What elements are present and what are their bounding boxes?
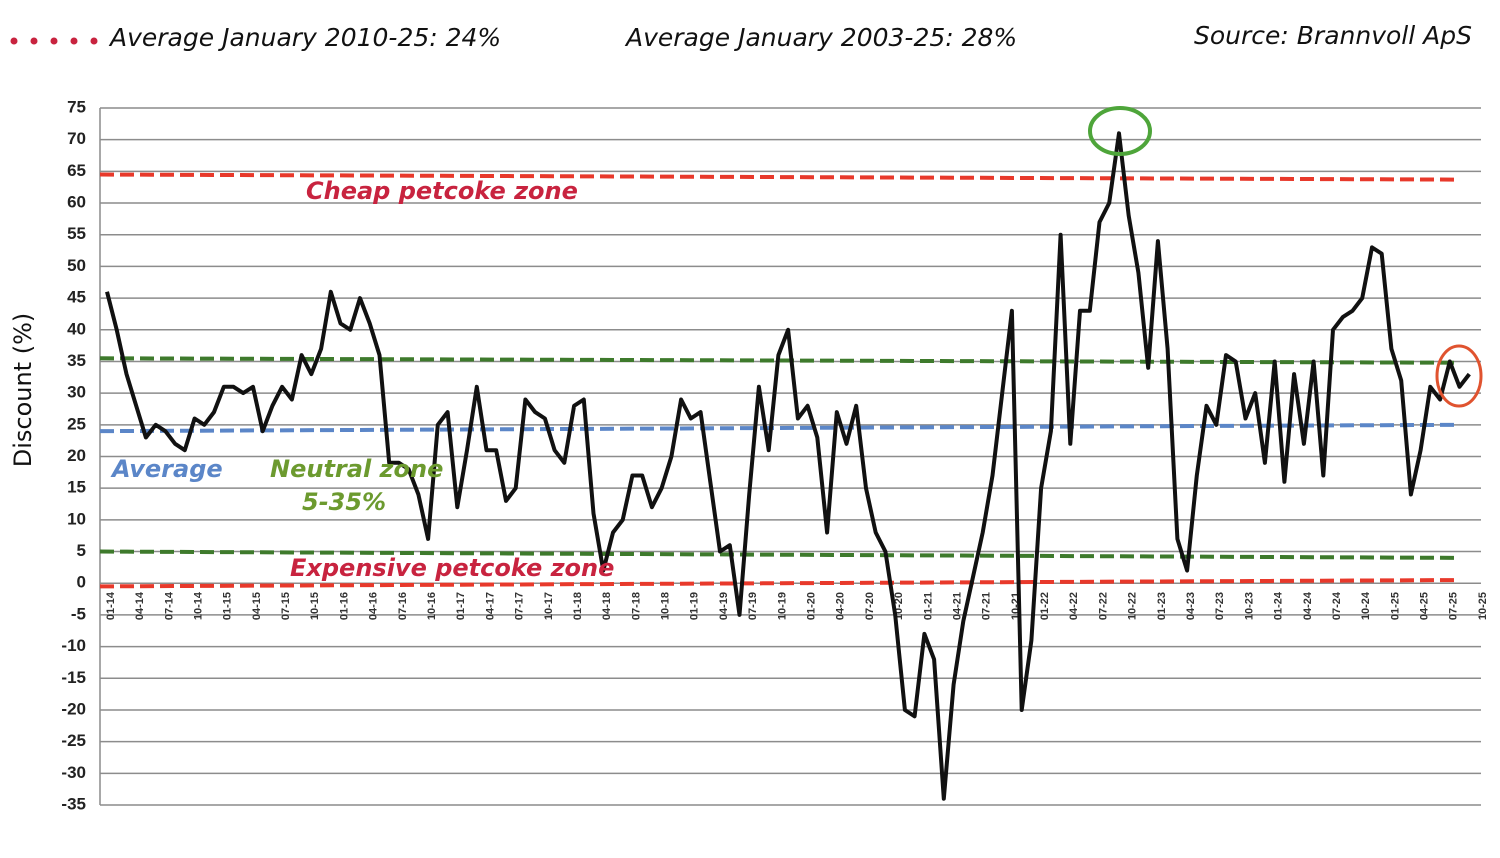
x-tick-label: 01-14 [105, 591, 117, 620]
highlight-circle [1088, 106, 1152, 156]
highlight-circle [1435, 344, 1483, 408]
y-tick-label: 30 [67, 383, 86, 402]
y-tick-label: 55 [67, 224, 86, 243]
y-tick-label: 45 [67, 288, 86, 307]
y-tick-label: 50 [67, 256, 86, 275]
header-note: Average January 2003-25: 28% [624, 23, 1017, 52]
x-tick-label: 10-14 [192, 591, 204, 620]
x-tick-label: 04-24 [1302, 591, 1314, 620]
x-tick-label: 04-20 [835, 592, 847, 620]
y-tick-label: 10 [67, 509, 86, 528]
x-tick-label: 07-19 [747, 592, 759, 620]
y-tick-label: 70 [67, 129, 86, 148]
x-tick-label: 04-14 [134, 591, 146, 620]
x-tick-label: 01-24 [1273, 591, 1285, 620]
x-tick-label: 04-21 [951, 592, 963, 620]
reference-line [99, 422, 1461, 434]
annotation: Neutral zone [270, 455, 443, 483]
reference-line [99, 549, 1461, 560]
annotation: Cheap petcoke zone [306, 177, 578, 205]
x-tick-label: 01-16 [338, 592, 350, 620]
y-axis-label: Discount (%) [9, 313, 37, 468]
data-line [105, 131, 1471, 801]
x-tick-label: 04-23 [1185, 592, 1197, 620]
header-note: Average January 2010-25: 24% [108, 23, 501, 52]
x-tick-label: 07-24 [1331, 591, 1343, 620]
x-tick-label: 01-23 [1156, 592, 1168, 620]
x-tick-label: 01-15 [222, 592, 234, 620]
x-tick-label: 07-16 [397, 592, 409, 620]
annotation: Expensive petcoke zone [290, 554, 614, 582]
x-tick-label: 01-19 [689, 592, 701, 620]
x-tick-label: 07-17 [514, 592, 526, 620]
y-tick-label: 40 [67, 319, 86, 338]
annotation: 5-35% [302, 488, 386, 516]
x-tick-label: 10-24 [1360, 591, 1372, 620]
x-tick-label: 04-22 [1068, 592, 1080, 620]
reference-line [99, 578, 1461, 589]
y-tick-label: -20 [61, 699, 86, 718]
x-tick-label: 07-15 [280, 592, 292, 620]
y-tick-label: -35 [61, 794, 86, 813]
y-tick-label: -10 [61, 636, 86, 655]
header-marker [10, 37, 98, 45]
x-tick-label: 10-18 [660, 592, 672, 620]
x-tick-label: 04-17 [484, 592, 496, 620]
x-tick-label: 07-25 [1448, 592, 1460, 620]
y-tick-label: 65 [67, 161, 86, 180]
y-tick-label: 25 [67, 414, 86, 433]
y-tick-label: 35 [67, 351, 86, 370]
y-tick-label: 0 [77, 573, 86, 592]
annotation: Average [110, 455, 223, 483]
x-tick-label: 07-14 [163, 591, 175, 620]
x-tick-label: 04-15 [251, 592, 263, 620]
y-tick-label: 20 [67, 446, 86, 465]
x-tick-label: 10-23 [1243, 592, 1255, 620]
x-tick-label: 10-22 [1127, 592, 1139, 620]
x-tick-label: 01-25 [1389, 592, 1401, 620]
y-tick-label: 5 [77, 541, 86, 560]
source: Source: Brannvoll ApS [1194, 21, 1472, 50]
y-tick-label: -15 [61, 668, 86, 687]
x-tick-label: 10-25 [1477, 592, 1489, 620]
x-tick-label: 04-18 [601, 592, 613, 620]
reference-line [99, 172, 1461, 182]
x-tick-label: 07-18 [630, 592, 642, 620]
x-tick-label: 10-17 [543, 592, 555, 620]
x-tick-label: 07-23 [1214, 592, 1226, 620]
x-tick-label: 10-15 [309, 592, 321, 620]
y-tick-label: 15 [67, 478, 86, 497]
x-tick-label: 04-16 [368, 592, 380, 620]
x-tick-label: 01-21 [922, 592, 934, 620]
x-tick-label: 01-20 [806, 592, 818, 620]
y-tick-label: 60 [67, 193, 86, 212]
x-tick-label: 10-19 [776, 592, 788, 620]
x-tick-label: 07-21 [981, 592, 993, 620]
x-tick-label: 07-22 [1097, 592, 1109, 620]
x-tick-label: 04-25 [1419, 592, 1431, 620]
y-tick-label: -30 [61, 763, 86, 782]
x-tick-label: 01-17 [455, 592, 467, 620]
x-tick-label: 01-22 [1039, 592, 1051, 620]
x-tick-label: 10-16 [426, 592, 438, 620]
x-tick-label: 07-20 [864, 592, 876, 620]
y-tick-label: -25 [61, 731, 86, 750]
x-tick-label: 01-18 [572, 592, 584, 620]
y-tick-label: -5 [71, 604, 86, 623]
y-tick-label: 75 [67, 97, 86, 116]
x-tick-label: 04-19 [718, 592, 730, 620]
